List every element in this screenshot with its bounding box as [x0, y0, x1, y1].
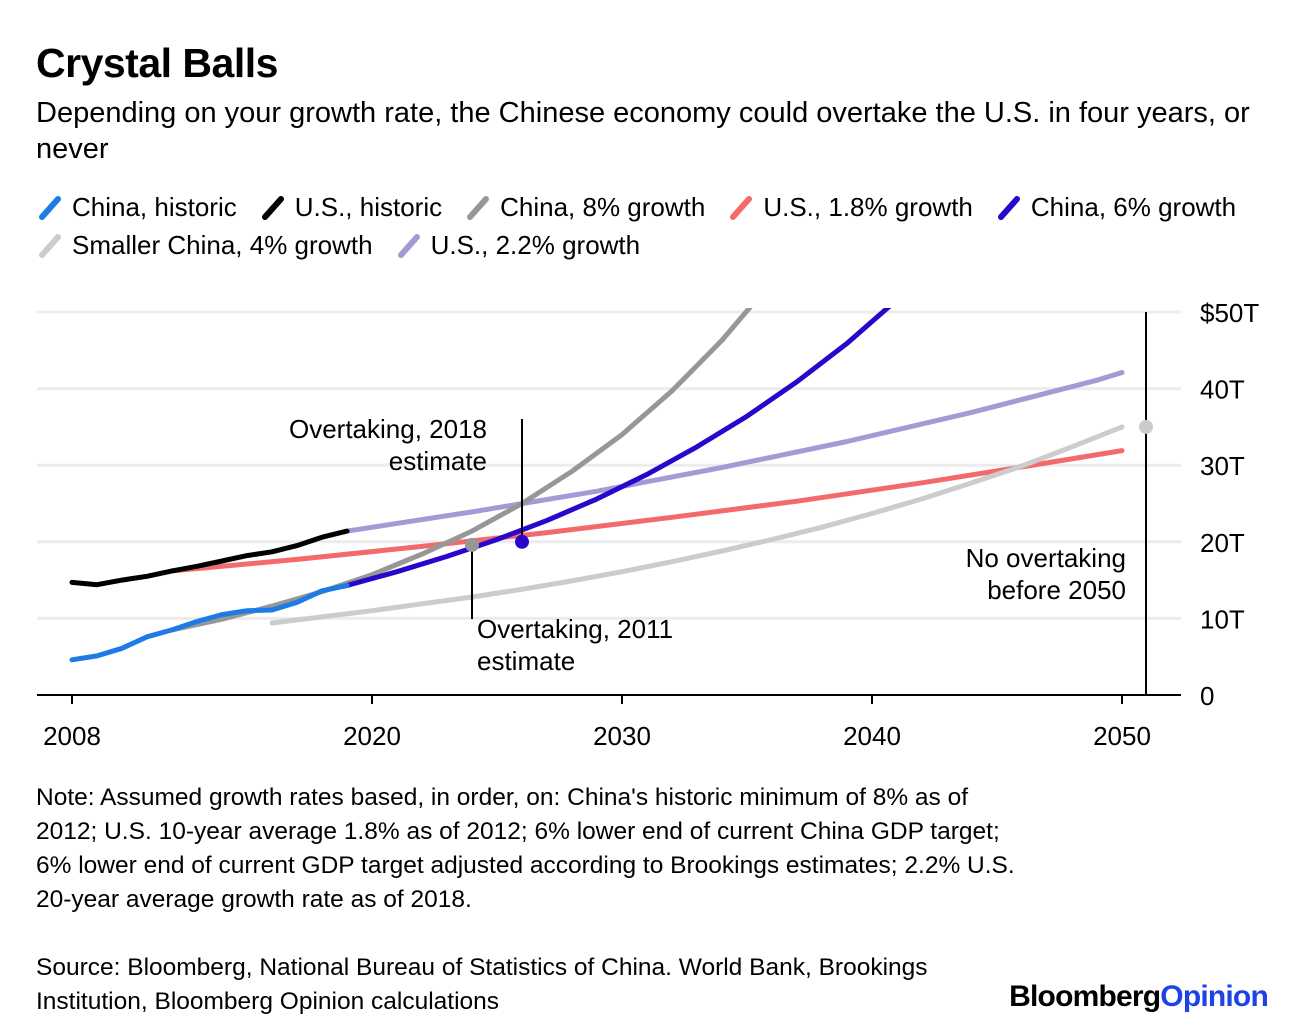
legend-item-us-2-2pct: U.S., 2.2% growth	[395, 230, 641, 260]
annotation-2011-line1: Overtaking, 2011	[477, 614, 673, 644]
legend-label-china-historic: China, historic	[72, 192, 237, 222]
x-tick-label-2020: 2020	[343, 721, 401, 751]
y-tick-label-20t: 20T	[1200, 528, 1245, 558]
legend-item-china-6pct: China, 6% growth	[995, 192, 1236, 222]
legend-label-smaller-china-4pct: Smaller China, 4% growth	[72, 230, 373, 260]
y-tick-label-10t: 10T	[1200, 604, 1245, 634]
legend-label-china-8pct: China, 8% growth	[500, 192, 706, 222]
series-line-china-8-growth	[169, 308, 753, 633]
chart-subtitle: Depending on your growth rate, the Chine…	[36, 97, 1250, 165]
bloomberg-opinion-logo: BloombergOpinion	[1009, 980, 1269, 1014]
annotation-2018-line2: estimate	[389, 446, 487, 476]
chart-source: Source: Bloomberg, National Bureau of St…	[36, 954, 928, 1015]
y-tick-label-40t: 40T	[1200, 375, 1245, 405]
y-tick-label-0: 0	[1200, 681, 1214, 711]
legend: China, historic U.S., historic China, 8%…	[36, 192, 1276, 260]
legend-swatch-china-8pct	[467, 196, 490, 220]
series-line-smaller-china-4-growth	[269, 424, 1125, 626]
legend-label-us-2-2pct: U.S., 2.2% growth	[430, 230, 641, 260]
annotation-2018-line1: Overtaking, 2018	[289, 414, 487, 444]
y-tick-label-30t: 30T	[1200, 451, 1245, 481]
x-tick-label-2030: 2030	[593, 721, 651, 751]
chart-note: Note: Assumed growth rates based, in ord…	[36, 784, 1015, 913]
series-line-china-historic	[69, 583, 350, 663]
series-line-u-s-historic	[69, 528, 350, 588]
legend-item-smaller-china-4pct: Smaller China, 4% growth	[36, 230, 373, 260]
legend-swatch-us-historic	[261, 196, 284, 220]
x-tick-label-2008: 2008	[43, 721, 101, 751]
marker-overtaking-2018	[515, 534, 529, 549]
x-tick-label-2050: 2050	[1093, 721, 1151, 751]
annotation-2050-line2: before 2050	[987, 575, 1126, 605]
marker-no-overtaking-2050	[1139, 419, 1153, 434]
logo-bloomberg-text: Bloomberg	[1009, 980, 1161, 1013]
legend-swatch-china-6pct	[997, 196, 1020, 220]
legend-item-china-historic: China, historic	[36, 192, 237, 222]
series-line-u-s-2-2-growth	[344, 370, 1125, 534]
series-line-china-6-growth	[344, 308, 892, 588]
legend-swatch-us-1-8pct	[730, 196, 753, 220]
logo-opinion-text: Opinion	[1160, 980, 1269, 1013]
legend-item-china-8pct: China, 8% growth	[464, 192, 705, 222]
annotation-2050-line1: No overtaking	[966, 543, 1126, 573]
annotation-2011-line2: estimate	[477, 646, 575, 676]
x-tick-label-2040: 2040	[843, 721, 901, 751]
legend-label-us-historic: U.S., historic	[294, 192, 443, 222]
legend-swatch-china-historic	[39, 196, 61, 220]
legend-label-us-1-8pct: U.S., 1.8% growth	[763, 192, 973, 222]
marker-overtaking-2011	[465, 537, 479, 552]
chart-title: Crystal Balls	[36, 40, 278, 86]
legend-swatch-smaller-china-4pct	[39, 234, 61, 258]
legend-item-us-historic: U.S., historic	[259, 192, 442, 222]
legend-label-china-6pct: China, 6% growth	[1030, 192, 1237, 222]
legend-item-us-1-8pct: U.S., 1.8% growth	[727, 192, 973, 222]
legend-swatch-us-2-2pct	[397, 234, 420, 258]
y-tick-label-50t: $50T	[1200, 298, 1259, 328]
series-lines	[69, 308, 1125, 663]
axes: 0 10T 20T 30T 40T $50T 2008 2020 2030 2040 2050	[37, 298, 1259, 751]
